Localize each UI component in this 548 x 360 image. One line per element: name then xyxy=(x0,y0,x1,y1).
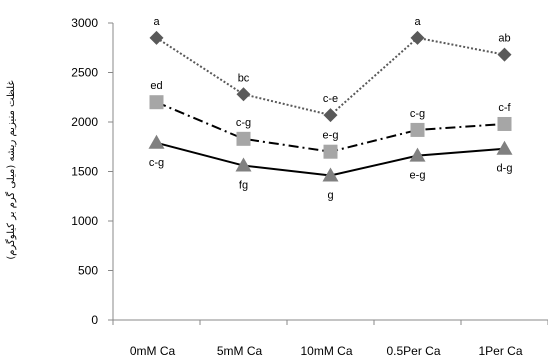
data-point xyxy=(497,47,512,62)
data-label: a xyxy=(414,16,421,28)
data-point xyxy=(323,108,338,123)
data-point xyxy=(235,157,252,172)
data-label: e-g xyxy=(323,130,339,142)
data-label: g xyxy=(327,189,333,201)
data-label: fg xyxy=(239,180,248,192)
y-tick-label: 1500 xyxy=(71,165,98,179)
data-label: e-g xyxy=(410,170,426,182)
data-point xyxy=(410,30,425,45)
data-point xyxy=(149,30,164,45)
series-3: c-g fg g e-g d-g xyxy=(148,134,513,201)
data-label: c-e xyxy=(323,93,338,105)
data-point xyxy=(496,140,513,155)
x-tick-label: 5mM Ca xyxy=(217,344,263,358)
y-tick-label: 0 xyxy=(91,313,98,327)
x-axis: 0mM Ca 5mM Ca 10mM Ca 0.5Per Ca 1Per Ca xyxy=(112,319,548,358)
data-label: c-f xyxy=(498,102,511,114)
data-label: bc xyxy=(238,72,250,84)
data-point xyxy=(236,87,251,102)
x-tick-label: 0.5Per Ca xyxy=(386,344,440,358)
data-point xyxy=(409,147,426,162)
series-layer: a bc c-e a ab ed c-g e-g c-g c-f c-g fg g e-g d-g xyxy=(148,16,513,201)
series-1: a bc c-e a ab xyxy=(149,16,512,123)
y-tick-label: 2000 xyxy=(71,115,98,129)
x-tick-label: 0mM Ca xyxy=(130,344,176,358)
data-point xyxy=(236,131,251,146)
data-label: ed xyxy=(150,80,162,92)
data-label: d-g xyxy=(497,163,513,175)
y-axis: 0 500 1000 1500 2000 2500 3000 xyxy=(71,16,114,327)
y-tick-label: 1000 xyxy=(71,214,98,228)
x-tick-label: 10mM Ca xyxy=(300,344,352,358)
data-point xyxy=(148,134,165,149)
data-label: ab xyxy=(498,33,510,45)
data-label: c-g xyxy=(149,157,164,169)
y-tick-label: 2500 xyxy=(71,66,98,80)
y-tick-label: 3000 xyxy=(71,16,98,30)
data-point xyxy=(322,167,339,182)
x-tick-label: 1Per Ca xyxy=(478,344,522,358)
y-tick-label: 500 xyxy=(78,264,98,278)
data-point xyxy=(149,95,164,110)
data-point xyxy=(323,144,338,159)
data-label: a xyxy=(153,16,160,28)
y-axis-title: غلظت منیزیم ریشه (میلی گرم بر کیلوگرم) xyxy=(5,80,17,259)
series-2: ed c-g e-g c-g c-f xyxy=(149,80,512,159)
data-point xyxy=(497,116,512,131)
data-label: c-g xyxy=(236,117,251,129)
data-label: c-g xyxy=(410,108,425,120)
data-point xyxy=(410,122,425,137)
